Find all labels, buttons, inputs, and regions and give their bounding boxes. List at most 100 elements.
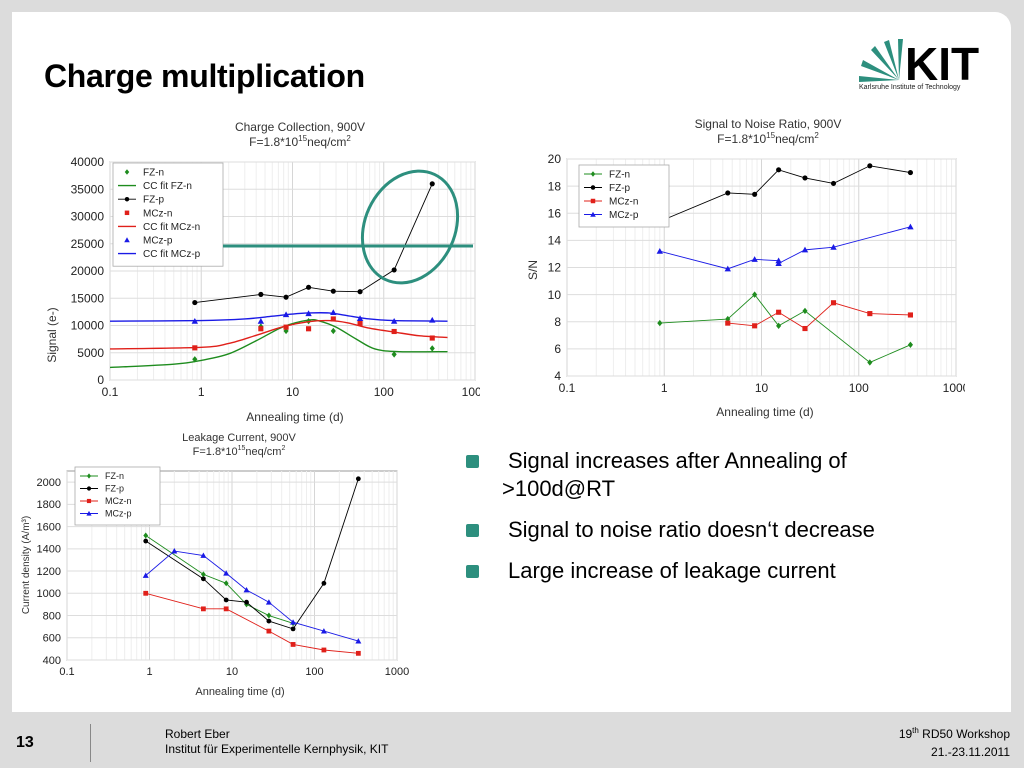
data-point bbox=[775, 260, 782, 266]
data-point bbox=[223, 606, 229, 612]
author-institute: Institut für Experimentelle Kernphysik, … bbox=[165, 742, 389, 756]
y-tick-label: 0 bbox=[97, 373, 104, 387]
x-tick-label: 0.1 bbox=[59, 666, 74, 678]
y-axis-label: S/N bbox=[526, 260, 540, 280]
bullet-text: Signal to noise ratio doesn‘t decrease bbox=[508, 517, 875, 542]
event-name: 19th RD50 Workshop bbox=[898, 726, 1010, 741]
bullet-item-continuation: >100d@RT bbox=[466, 475, 966, 503]
bullet-item: Signal increases after Annealing of bbox=[466, 447, 966, 475]
data-point bbox=[171, 548, 178, 554]
series-mcz-p bbox=[142, 548, 362, 644]
legend-label: MCz-p bbox=[143, 236, 173, 247]
y-tick-label: 1800 bbox=[37, 499, 61, 511]
legend-label: CC fit MCz-n bbox=[143, 222, 200, 233]
data-point bbox=[802, 307, 808, 315]
fit-curve bbox=[109, 318, 448, 369]
x-tick-label: 10 bbox=[286, 385, 300, 399]
y-tick-label: 8 bbox=[554, 315, 561, 329]
data-point bbox=[258, 326, 264, 332]
x-tick-label: 1000 bbox=[943, 381, 965, 395]
x-tick-label: 10 bbox=[755, 381, 769, 395]
x-tick-label: 1 bbox=[146, 666, 152, 678]
kit-logo: KIT bbox=[859, 38, 979, 90]
page-number: 13 bbox=[16, 734, 34, 751]
leakage-current-chart: Leakage Current, 900V F=1.8*1015neq/cm2 … bbox=[21, 432, 409, 698]
x-tick-label: 1 bbox=[661, 381, 668, 395]
data-point bbox=[283, 294, 289, 300]
data-point bbox=[802, 175, 808, 181]
y-tick-label: 10 bbox=[548, 288, 562, 302]
y-tick-label: 6 bbox=[554, 342, 561, 356]
series-mcz-p bbox=[656, 223, 914, 272]
data-point bbox=[223, 597, 229, 603]
chart-title-line1: Leakage Current, 900V bbox=[182, 432, 296, 444]
highlight-ellipse bbox=[360, 169, 460, 285]
data-point bbox=[867, 311, 873, 317]
legend-swatch-marker bbox=[86, 498, 92, 504]
y-tick-label: 16 bbox=[548, 206, 562, 220]
x-tick-label: 100 bbox=[305, 666, 323, 678]
y-tick-label: 14 bbox=[548, 234, 562, 248]
data-point bbox=[321, 580, 327, 586]
data-point bbox=[266, 612, 272, 619]
data-point bbox=[223, 580, 229, 587]
footer-event: 19th RD50 Workshop 21.-23.11.2011 bbox=[899, 722, 1010, 761]
legend-swatch-marker bbox=[124, 210, 130, 216]
y-tick-label: 2000 bbox=[37, 477, 61, 489]
data-point bbox=[143, 532, 149, 539]
data-point bbox=[200, 606, 206, 612]
footer-author: Robert Eber Institut für Experimentelle … bbox=[165, 727, 388, 757]
series-cc-fit-fz-n bbox=[109, 318, 448, 369]
chart-title-line2: F=1.8*1015neq/cm2 bbox=[193, 445, 286, 458]
data-point bbox=[357, 320, 363, 326]
data-point bbox=[321, 647, 327, 653]
fit-curve bbox=[109, 312, 448, 322]
bullet-marker-icon bbox=[466, 524, 479, 537]
data-point bbox=[355, 650, 361, 656]
chart-title-line2: F=1.8*1015neq/cm2 bbox=[717, 131, 819, 146]
data-point bbox=[801, 246, 809, 253]
y-tick-label: 40000 bbox=[71, 155, 105, 169]
y-tick-label: 1600 bbox=[37, 521, 61, 533]
chart-title-line1: Signal to Noise Ratio, 900V bbox=[695, 117, 842, 131]
data-point bbox=[429, 335, 435, 341]
y-tick-label: 12 bbox=[548, 261, 562, 275]
legend-swatch-marker bbox=[86, 473, 92, 479]
data-point bbox=[200, 571, 206, 578]
data-point bbox=[355, 476, 361, 482]
legend-swatch-marker bbox=[590, 185, 596, 190]
legend: FZ-n FZ-p MCz-n MCz-p bbox=[578, 164, 670, 228]
series-line bbox=[145, 535, 294, 624]
legend-label: FZ-p bbox=[105, 484, 124, 494]
bullet-marker-icon bbox=[466, 455, 479, 468]
data-point bbox=[266, 628, 272, 634]
fit-curve bbox=[109, 319, 448, 350]
data-point bbox=[907, 170, 913, 176]
x-tick-label: 1000 bbox=[385, 666, 409, 678]
legend-label: FZ-p bbox=[143, 195, 165, 206]
legend-label: FZ-n bbox=[609, 170, 630, 181]
data-point bbox=[776, 167, 782, 173]
data-point bbox=[265, 599, 272, 605]
data-point bbox=[724, 265, 731, 272]
legend-swatch-marker bbox=[590, 171, 596, 177]
legend-box bbox=[112, 162, 224, 267]
x-tick-label: 1 bbox=[198, 385, 205, 399]
y-tick-label: 4 bbox=[554, 369, 561, 383]
legend-swatch-marker bbox=[86, 510, 92, 516]
data-point bbox=[290, 619, 297, 625]
data-point bbox=[752, 323, 758, 329]
series-cc-fit-mcz-n bbox=[109, 319, 448, 350]
data-point bbox=[830, 300, 837, 306]
legend-swatch-marker bbox=[124, 237, 130, 243]
data-point bbox=[752, 291, 758, 298]
data-point bbox=[391, 267, 397, 273]
legend: FZ-n CC fit FZ-n FZ-p MCz-n CC fit MCz-n MCz-… bbox=[112, 162, 224, 267]
y-tick-label: 1200 bbox=[37, 566, 61, 578]
x-axis-label: Annealing time (d) bbox=[195, 686, 284, 698]
data-point bbox=[143, 538, 149, 544]
bullet-marker-icon bbox=[466, 565, 479, 578]
series-cc-fit-mcz-p bbox=[109, 312, 448, 322]
svg-text:KIT: KIT bbox=[905, 38, 979, 90]
y-tick-label: 18 bbox=[548, 179, 562, 193]
